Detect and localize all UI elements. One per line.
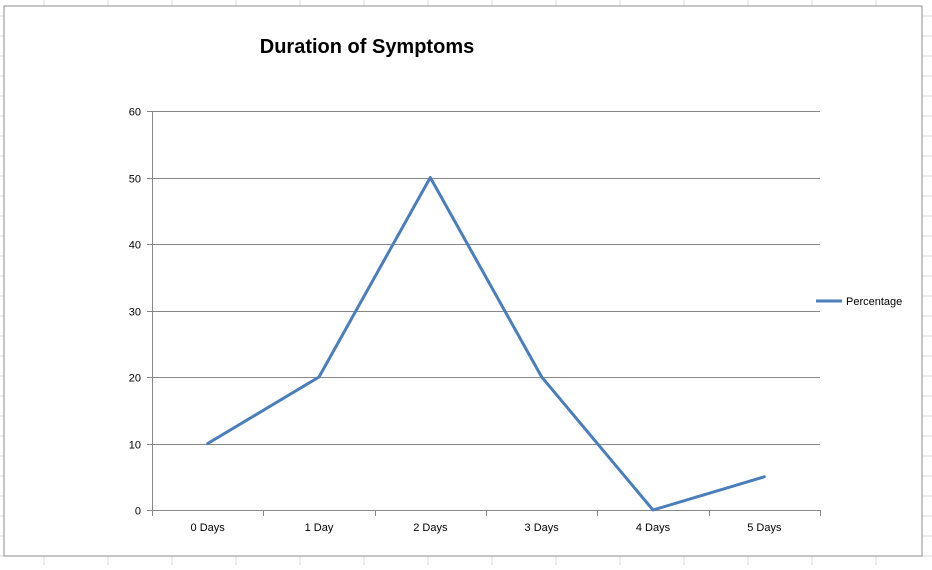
x-tick-label: 4 Days (636, 522, 671, 534)
x-tick-label: 3 Days (525, 522, 560, 534)
y-tick-label: 60 (129, 107, 141, 119)
y-axis: 0 10 20 30 40 50 60 (129, 107, 153, 518)
y-tick-label: 0 (135, 506, 141, 518)
legend[interactable]: Percentage (816, 296, 902, 308)
x-axis: 0 Days 1 Day 2 Days 3 Days 4 Days 5 Days (152, 510, 821, 534)
x-tick-label: 2 Days (413, 522, 448, 534)
plot-gridlines (152, 111, 820, 445)
y-tick-label: 20 (129, 373, 141, 385)
series-line-0 (206, 176, 766, 512)
x-tick-label: 0 Days (191, 522, 226, 534)
chart-title: Duration of Symptoms (260, 36, 474, 58)
legend-label: Percentage (846, 296, 902, 308)
y-tick-label: 40 (129, 240, 141, 252)
y-tick-label: 50 (129, 174, 141, 186)
x-tick-label: 1 Day (305, 522, 334, 534)
series-layer (206, 176, 766, 512)
x-tick-label: 5 Days (747, 522, 782, 534)
chart-area[interactable] (3, 5, 923, 557)
y-tick-label: 30 (129, 307, 141, 319)
y-tick-label: 10 (129, 440, 141, 452)
